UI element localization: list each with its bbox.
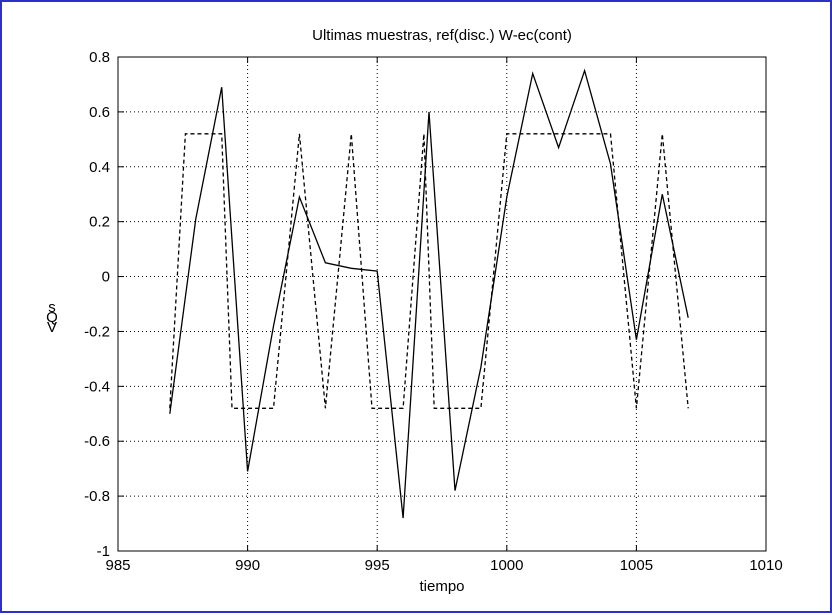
y-tick-label: 0.8 xyxy=(89,49,110,66)
x-tick-label: 985 xyxy=(105,557,130,574)
x-axis-label: tiempo xyxy=(419,578,464,595)
x-tick-label: 1000 xyxy=(490,557,523,574)
y-tick-label: 0.4 xyxy=(89,159,110,176)
x-tick-labels: 985 990 995 1000 1005 1010 xyxy=(105,557,782,574)
grid-lines xyxy=(118,57,766,551)
y-axis-label-glyph: Q xyxy=(46,309,58,326)
chart-title: Ultimas muestras, ref(disc.) W-ec(cont) xyxy=(312,27,572,44)
x-tick-label: 1010 xyxy=(749,557,782,574)
y-tick-label: -1 xyxy=(97,543,110,560)
y-axis-label-glyph: V xyxy=(47,319,57,336)
y-tick-label: -0.8 xyxy=(84,488,110,505)
axes-box xyxy=(117,56,767,552)
x-tick-label: 990 xyxy=(235,557,260,574)
y-tick-label: 0.6 xyxy=(89,104,110,121)
y-axis-label-glyph: s xyxy=(48,299,56,316)
y-tick-label: -0.2 xyxy=(84,323,110,340)
x-tick-label: 995 xyxy=(365,557,390,574)
y-tick-label: -0.4 xyxy=(84,378,110,395)
series-layer xyxy=(169,68,689,519)
y-tick-label: 0.2 xyxy=(89,214,110,231)
y-tick-labels: -1 -0.8 -0.6 -0.4 -0.2 0 0.2 0.4 0.6 0.8 xyxy=(84,49,110,560)
tick-marks xyxy=(117,56,767,552)
series-line-solid xyxy=(169,68,689,519)
y-tick-label: -0.6 xyxy=(84,433,110,450)
x-tick-label: 1005 xyxy=(620,557,653,574)
y-tick-label: 0 xyxy=(102,269,110,286)
series-line-dashed xyxy=(169,133,689,409)
